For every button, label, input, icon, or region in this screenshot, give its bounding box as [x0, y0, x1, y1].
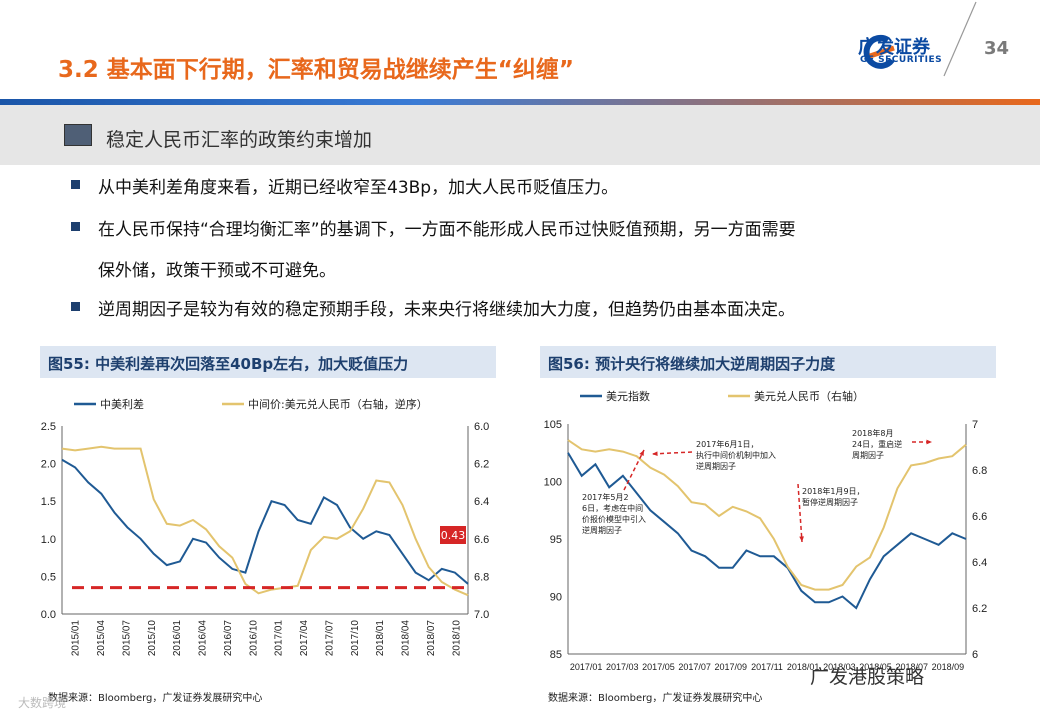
x-tick-label: 2016/07: [223, 620, 234, 657]
y-left-tick-label: 90: [550, 592, 562, 604]
annotation-arrow: [651, 451, 693, 455]
legend-label: 中间价:美元兑人民币（右轴，逆序）: [248, 397, 428, 411]
chart1-source: 数据来源：Bloomberg，广发证券发展研究中心: [48, 693, 263, 704]
gf-logo-icon: [863, 34, 895, 69]
annotation-arrow: [797, 483, 803, 543]
y-right-tick-label: 6.4: [972, 557, 987, 569]
annotation-label: 0.43: [441, 529, 466, 542]
y-left-tick-label: 100: [544, 477, 562, 489]
section-square-icon: [64, 124, 92, 146]
x-tick-label: 2018/07: [895, 662, 928, 672]
y-left-tick-label: 1.5: [41, 496, 56, 508]
x-tick-label: 2018/04: [401, 620, 412, 657]
x-tick-label: 2016/04: [198, 620, 209, 657]
legend-label: 中美利差: [100, 397, 144, 411]
y-left-tick-label: 95: [550, 534, 562, 546]
bullet-text: 在人民币保持“合理均衡汇率”的基调下，一方面不能形成人民币过快贬值预期，另一方面…: [98, 220, 796, 240]
y-left-tick-label: 0.5: [41, 571, 56, 583]
x-tick-label: 2018/05: [859, 662, 892, 672]
x-tick-label: 2018/07: [426, 620, 437, 657]
chart1-header: [40, 346, 496, 378]
bullet-square-icon: [71, 302, 80, 311]
x-tick-label: 2018/01: [787, 662, 820, 672]
chart1-title: 图55: 中美利差再次回落至40Bp左右，加大贬值压力: [48, 355, 409, 373]
series-line-primary: [567, 452, 967, 610]
x-tick-label: 2015/04: [96, 620, 107, 657]
watermark-corner: 大数跨境: [18, 696, 67, 710]
chart2-source: 数据来源：Bloomberg，广发证券发展研究中心: [548, 693, 763, 704]
chart2-header: [540, 346, 996, 378]
divider-slash: [943, 1, 977, 77]
logo-text-en: GF SECURITIES: [860, 55, 943, 65]
y-left-tick-label: 0.0: [41, 609, 56, 621]
y-right-tick-label: 7: [972, 419, 978, 431]
y-left-tick-label: 85: [550, 649, 562, 661]
x-tick-label: 2017/07: [324, 620, 335, 657]
x-tick-label: 2015/07: [121, 620, 132, 657]
x-tick-label: 2018/10: [451, 620, 462, 657]
y-right-tick-label: 6.6: [972, 511, 987, 523]
annotation-text: 2017年5月2 6日，考虑在中间价报价模型中引入逆周期因子: [582, 492, 646, 535]
y-left-tick-label: 2.0: [41, 459, 56, 471]
y-right-tick-label: 6.2: [474, 459, 489, 471]
x-tick-label: 2016/01: [172, 620, 183, 657]
x-tick-label: 2015/10: [147, 620, 158, 657]
chart1: 2.5 2.0 1.5 1.0 0.5 0.0 6.0 6.2 6.4 6.6 6.8 7.0 2015…: [41, 397, 490, 657]
y-left-tick-label: 1.0: [41, 534, 56, 546]
x-tick-label: 2015/01: [71, 620, 82, 657]
bullet-text: 从中美利差角度来看，近期已经收窄至43Bp，加大人民币贬值压力。: [98, 178, 619, 198]
x-tick-label: 2017/04: [299, 620, 310, 657]
section-band: [0, 105, 1040, 165]
chart2-title: 图56: 预计央行将继续加大逆周期因子力度: [548, 355, 836, 373]
y-right-tick-label: 6.4: [474, 496, 489, 508]
x-tick-label: 2017/10: [350, 620, 361, 657]
x-tick-label: 2017/11: [751, 662, 783, 672]
y-right-tick-label: 6.8: [474, 571, 489, 583]
y-left-tick-label: 105: [544, 419, 562, 431]
series-line-secondary: [61, 445, 469, 597]
x-tick-label: 2018/01: [375, 620, 386, 657]
annotation-text: 2018年8月 24日，重启逆周期因子: [852, 428, 902, 460]
x-tick-label: 2017/05: [642, 662, 675, 672]
annotation-text: 2017年6月1日，执行中间价机制中加入逆周期因子: [696, 439, 776, 471]
x-tick-label: 2017/07: [678, 662, 711, 672]
annotation-arrow: [623, 449, 645, 491]
chart2: 105 100 95 90 85 7 6.8 6.6 6.4 6.2 6 2017/01 2017/03…: [544, 389, 988, 672]
bullet-square-icon: [71, 222, 80, 231]
x-tick-label: 2017/01: [274, 620, 285, 657]
header-divider-bar: [0, 99, 1040, 105]
annotation-arrow-head: [926, 439, 932, 445]
y-right-tick-label: 7.0: [474, 609, 489, 621]
legend-label: 美元指数: [606, 389, 650, 403]
bullet-square-icon: [71, 180, 80, 189]
page-title: 3.2 基本面下行期，汇率和贸易战继续产生“纠缠”: [58, 57, 574, 83]
series-line-primary: [61, 458, 469, 585]
x-tick-label: 2016/10: [248, 620, 259, 657]
annotation-text: 2018年1月9日，暂停逆周期因子: [802, 486, 865, 507]
x-tick-label: 2017/03: [606, 662, 639, 672]
legend-label: 美元兑人民币（右轴）: [754, 389, 864, 403]
watermark-text: 广发港股策略: [810, 666, 925, 688]
annotation-arrow-head: [799, 536, 804, 542]
y-left-tick-label: 2.5: [41, 421, 56, 433]
y-right-tick-label: 6.6: [474, 534, 489, 546]
series-line-secondary: [567, 439, 967, 591]
x-tick-label: 2018/09: [932, 662, 965, 672]
annotation-arrow-head: [639, 450, 644, 456]
bullet-text: 逆周期因子是较为有效的稳定预期手段，未来央行将继续加大力度，但趋势仍由基本面决定…: [98, 300, 795, 320]
y-right-tick-label: 6: [972, 649, 978, 661]
y-right-tick-label: 6.0: [474, 421, 489, 433]
annotation-box: [440, 526, 466, 544]
logo-text-cn: 广发证券: [858, 37, 930, 58]
x-tick-label: 2017/01: [570, 662, 603, 672]
section-heading: 稳定人民币汇率的政策约束增加: [106, 129, 373, 151]
page-number: 34: [984, 38, 1010, 59]
y-right-tick-label: 6.2: [972, 603, 987, 615]
x-tick-label: 2017/09: [715, 662, 748, 672]
annotation-arrow-head: [652, 451, 658, 457]
bullet-text-continuation: 保外储，政策干预或不可避免。: [98, 261, 336, 281]
y-right-tick-label: 6.8: [972, 465, 987, 477]
x-tick-label: 2018/03: [823, 662, 856, 672]
